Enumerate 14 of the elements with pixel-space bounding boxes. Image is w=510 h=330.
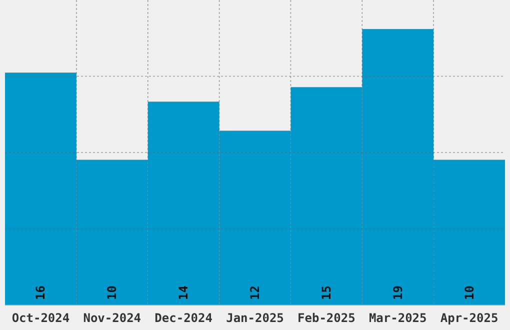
data-label: 14 [176, 286, 191, 300]
data-label: 10 [462, 286, 476, 300]
x-tick-label: Mar-2025 [368, 311, 427, 325]
x-tick-label: Apr-2025 [440, 311, 498, 325]
x-tick-label: Dec-2024 [154, 311, 212, 325]
x-tick-label: Nov-2024 [83, 311, 142, 325]
x-tick-label: Oct-2024 [12, 311, 70, 325]
data-label: 12 [248, 286, 262, 300]
data-label: 19 [390, 286, 405, 300]
data-label: 16 [34, 286, 48, 300]
x-tick-label: Feb-2025 [298, 311, 356, 325]
x-tick-label: Jan-2025 [226, 311, 284, 325]
data-label: 10 [105, 286, 120, 300]
data-label: 15 [319, 286, 334, 300]
